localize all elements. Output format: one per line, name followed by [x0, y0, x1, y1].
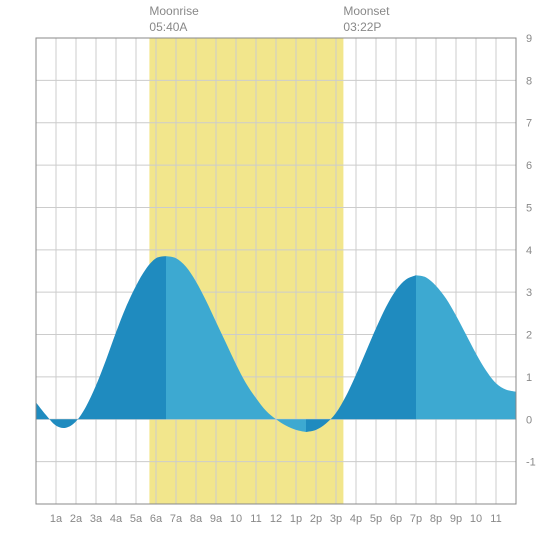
y-tick-label: 8 [526, 75, 532, 87]
x-tick-label: 4a [110, 513, 123, 525]
x-tick-label: 9p [450, 513, 462, 525]
y-tick-label: 7 [526, 118, 532, 130]
x-tick-label: 1p [290, 513, 302, 525]
x-tick-label: 10 [230, 513, 242, 525]
x-tick-label: 3p [330, 513, 342, 525]
moonrise-annotation: Moonrise 05:40A [149, 4, 198, 35]
x-tick-label: 8p [430, 513, 442, 525]
x-tick-label: 2p [310, 513, 322, 525]
x-tick-label: 1a [50, 513, 63, 525]
y-tick-label: 9 [526, 33, 532, 45]
x-tick-label: 7a [170, 513, 183, 525]
y-tick-label: 0 [526, 414, 532, 426]
y-tick-label: 5 [526, 202, 532, 214]
x-tick-label: 9a [210, 513, 223, 525]
y-tick-label: 6 [526, 160, 532, 172]
moonrise-title: Moonrise [149, 4, 198, 20]
x-tick-label: 5p [370, 513, 382, 525]
x-tick-label: 4p [350, 513, 362, 525]
y-tick-label: 1 [526, 372, 532, 384]
moonset-time: 03:22P [343, 20, 389, 36]
chart-svg: 1a2a3a4a5a6a7a8a9a1011121p2p3p4p5p6p7p8p… [0, 0, 550, 550]
y-tick-label: 2 [526, 330, 532, 342]
y-tick-label: -1 [526, 457, 536, 469]
x-tick-label: 5a [130, 513, 143, 525]
x-tick-label: 6p [390, 513, 402, 525]
moonrise-time: 05:40A [149, 20, 198, 36]
x-tick-label: 12 [270, 513, 282, 525]
x-tick-label: 8a [190, 513, 203, 525]
y-tick-label: 4 [526, 245, 532, 257]
x-tick-label: 11 [490, 513, 501, 525]
x-tick-label: 2a [70, 513, 83, 525]
moonset-title: Moonset [343, 4, 389, 20]
x-tick-label: 7p [410, 513, 422, 525]
moonset-annotation: Moonset 03:22P [343, 4, 389, 35]
x-tick-label: 3a [90, 513, 103, 525]
y-tick-label: 3 [526, 287, 532, 299]
x-tick-label: 6a [150, 513, 163, 525]
x-tick-label: 10 [470, 513, 482, 525]
tide-chart: Moonrise 05:40A Moonset 03:22P 1a 2a 3a 4a 5… [0, 0, 550, 550]
x-tick-label: 11 [250, 513, 261, 525]
